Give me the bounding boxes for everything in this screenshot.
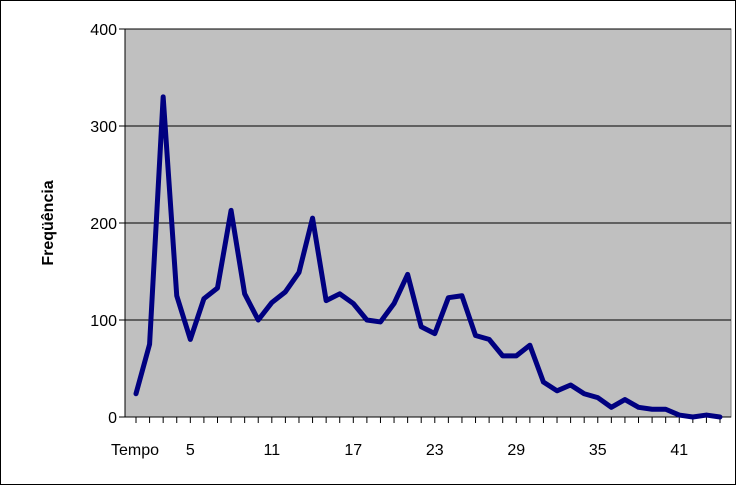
x-axis-label: Tempo — [111, 442, 159, 459]
y-tick-label: 100 — [90, 313, 117, 330]
y-tick-label: 0 — [108, 410, 117, 427]
x-tick-label: 17 — [344, 442, 362, 459]
y-axis-label: Freqüência — [40, 180, 57, 265]
y-axis-ticks: 0 100 200 300 400 — [90, 22, 125, 427]
x-tick-label: 5 — [186, 442, 195, 459]
x-tick-label: 35 — [589, 442, 607, 459]
x-tick-label: 29 — [507, 442, 525, 459]
x-tick-label: 41 — [670, 442, 688, 459]
x-tick-label: 23 — [426, 442, 444, 459]
y-tick-label: 300 — [90, 119, 117, 136]
x-tick-label: 11 — [264, 442, 281, 459]
y-tick-label: 400 — [90, 22, 117, 39]
y-tick-label: 200 — [90, 216, 117, 233]
x-axis-ticks: 5 11 17 23 29 35 41 — [136, 417, 720, 459]
